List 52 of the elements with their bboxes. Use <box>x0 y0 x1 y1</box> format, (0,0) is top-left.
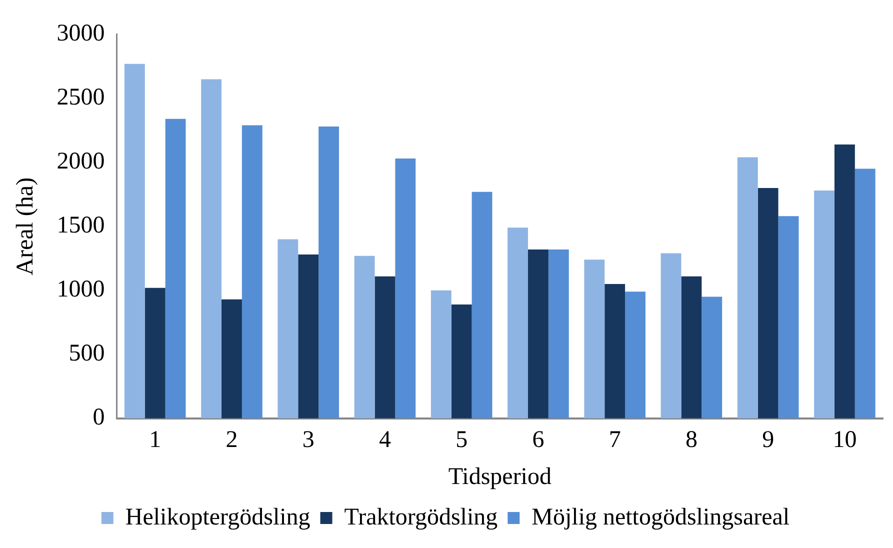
y-tick-label: 500 <box>68 340 105 367</box>
bar <box>758 188 778 418</box>
bar <box>508 228 528 418</box>
x-tick-label: 1 <box>149 427 162 454</box>
bar <box>737 157 758 418</box>
bar <box>222 299 242 418</box>
x-tick-label: 3 <box>302 427 314 454</box>
bar <box>395 158 416 418</box>
y-tick-label: 2000 <box>56 148 105 175</box>
y-axis-title: Areal (ha) <box>12 177 39 276</box>
bar <box>278 239 298 418</box>
y-tick-label: 3000 <box>56 20 105 47</box>
y-tick-label: 0 <box>92 404 105 431</box>
x-tick-label: 6 <box>532 427 544 454</box>
bar <box>702 296 722 418</box>
bar <box>834 144 855 418</box>
bar <box>318 126 339 418</box>
bar <box>604 284 626 418</box>
bar <box>144 288 166 418</box>
y-tick-label: 2500 <box>56 84 105 111</box>
x-tick-label: 4 <box>378 427 391 454</box>
legend-label: Helikoptergödsling <box>125 504 310 530</box>
x-tick-label: 5 <box>456 427 468 454</box>
bar <box>660 253 682 418</box>
bar <box>451 304 472 418</box>
x-axis-title: Tidsperiod <box>448 464 552 490</box>
x-tick-label: 9 <box>762 427 774 454</box>
bar <box>354 256 375 418</box>
x-tick-label: 10 <box>832 427 857 454</box>
bar <box>242 125 262 418</box>
bar <box>472 192 492 418</box>
bar <box>430 290 452 418</box>
bar <box>201 79 222 418</box>
bar <box>374 276 396 418</box>
bar <box>165 118 186 418</box>
bar <box>681 276 702 418</box>
bar <box>124 64 145 418</box>
bar <box>528 249 548 418</box>
bar <box>548 249 569 418</box>
bar <box>854 168 876 418</box>
x-tick-label: 8 <box>685 427 698 454</box>
bar <box>814 190 834 418</box>
y-tick-label: 1500 <box>56 212 105 239</box>
y-tick-label: 1000 <box>56 276 105 303</box>
bar <box>625 292 646 418</box>
legend-label: Traktorgödsling <box>344 504 498 530</box>
bar <box>778 216 799 418</box>
x-tick-label: 2 <box>226 427 238 454</box>
legend-label: Möjlig nettogödslingsareal <box>532 504 790 530</box>
bar <box>298 254 319 418</box>
x-tick-label: 7 <box>608 427 621 454</box>
bar <box>584 260 605 418</box>
